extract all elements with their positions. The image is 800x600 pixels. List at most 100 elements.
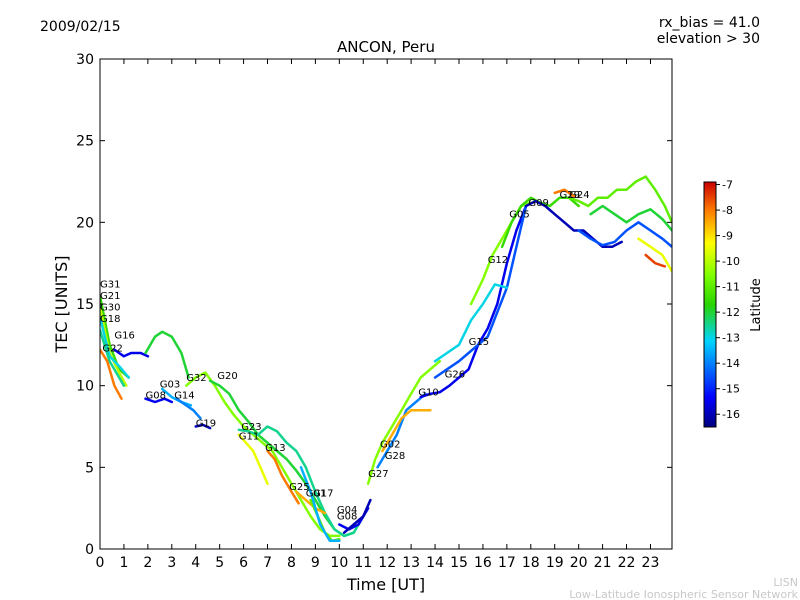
satellite-label-g09: G09 bbox=[528, 198, 548, 209]
colorbar-tick-label: -9 bbox=[722, 230, 733, 243]
satellite-label-g11: G11 bbox=[239, 432, 259, 443]
footer-lisn: LISN bbox=[773, 576, 798, 589]
y-tick-label: 15 bbox=[76, 297, 94, 313]
series-line-g26 bbox=[433, 204, 528, 379]
y-tick-label: 10 bbox=[76, 379, 94, 395]
colorbar-tick-label: -13 bbox=[722, 332, 740, 345]
x-tick-label: 3 bbox=[167, 555, 176, 571]
series-line-g09 bbox=[524, 199, 623, 249]
satellite-label-g20: G20 bbox=[217, 371, 237, 382]
x-tick-label: 1 bbox=[119, 555, 128, 571]
series-line-g16 bbox=[113, 348, 150, 358]
x-tick-label: 19 bbox=[546, 555, 564, 571]
series-line-g02 bbox=[381, 408, 432, 453]
footer-network: Low-Latitude Ionospheric Sensor Network bbox=[569, 588, 798, 600]
x-tick-label: 2 bbox=[143, 555, 152, 571]
series-line-g23 bbox=[237, 425, 365, 538]
y-tick-label: 25 bbox=[76, 134, 94, 150]
satellite-label-g02: G02 bbox=[380, 440, 400, 451]
x-tick-label: 4 bbox=[191, 555, 200, 571]
series-line-g22b bbox=[144, 330, 190, 379]
x-tick-label: 10 bbox=[330, 555, 348, 571]
series-line-g24c bbox=[577, 221, 672, 249]
y-tick-label: 5 bbox=[85, 460, 94, 476]
x-tick-label: 23 bbox=[642, 555, 660, 571]
satellite-label-g24: G24 bbox=[569, 190, 589, 201]
satellite-label-g28: G28 bbox=[385, 451, 405, 462]
series-line-g13 bbox=[266, 449, 300, 505]
series-line-g24 bbox=[553, 188, 576, 198]
x-tick-label: 13 bbox=[402, 555, 420, 571]
satellite-label-g19: G19 bbox=[196, 419, 216, 430]
x-tick-label: 0 bbox=[96, 555, 105, 571]
x-tick-label: 16 bbox=[474, 555, 492, 571]
colorbar-tick-label: -10 bbox=[722, 255, 740, 268]
satellite-label-g10: G10 bbox=[418, 388, 438, 399]
satellite-label-g15: G15 bbox=[469, 337, 489, 348]
satellite-label-g04: G04 bbox=[337, 505, 357, 516]
rx-bias-label: rx_bias = 41.0 bbox=[659, 15, 760, 31]
colorbar-tick-label: -7 bbox=[722, 179, 733, 192]
colorbar-tick-label: -11 bbox=[722, 281, 740, 294]
x-tick-label: 21 bbox=[594, 555, 612, 571]
satellite-label-g22: G22 bbox=[102, 343, 122, 354]
satellite-label-g08: G08 bbox=[337, 512, 357, 523]
y-tick-label: 30 bbox=[76, 52, 94, 68]
satellite-label-g03: G03 bbox=[160, 379, 180, 390]
y-tick-label: 20 bbox=[76, 215, 94, 231]
colorbar-tick-label: -16 bbox=[722, 408, 740, 421]
satellite-label-g30: G30 bbox=[100, 303, 120, 314]
series-line-g28 bbox=[376, 392, 427, 469]
x-tick-label: 11 bbox=[354, 555, 372, 571]
series-line-g17 bbox=[299, 466, 341, 543]
satellite-label-g25: G25 bbox=[289, 482, 309, 493]
colorbar-tick-label: -15 bbox=[722, 383, 740, 396]
series-line-g30 bbox=[100, 315, 130, 379]
x-axis-ticks: 0 1 2 3 4 5 6 7 8 9 10 11 12 13 14 15 16 17 18 19 20 21 22 23 bbox=[96, 59, 660, 571]
series-layer bbox=[100, 175, 672, 543]
chart-title: ANCON, Peru bbox=[337, 38, 435, 56]
colorbar-tick-label: -12 bbox=[722, 306, 740, 319]
x-axis-label: Time [UT] bbox=[346, 575, 425, 594]
x-tick-label: 7 bbox=[263, 555, 272, 571]
series-line-g20 bbox=[208, 379, 355, 538]
x-tick-label: 22 bbox=[618, 555, 636, 571]
satellite-label-g27: G27 bbox=[368, 469, 388, 480]
y-axis-ticks: 0 5 10 15 20 25 30 bbox=[76, 52, 672, 558]
series-line-g19 bbox=[194, 423, 212, 430]
x-tick-label: 8 bbox=[287, 555, 296, 571]
series-line-g14 bbox=[175, 397, 202, 420]
satellite-label-g31: G31 bbox=[100, 280, 120, 291]
series-line-g27 bbox=[366, 359, 442, 485]
satellite-label-g21: G21 bbox=[100, 291, 120, 302]
colorbar-label: Latitude bbox=[749, 278, 764, 332]
x-tick-label: 5 bbox=[215, 555, 224, 571]
colorbar bbox=[703, 181, 717, 428]
colorbar-tick-label: -8 bbox=[722, 204, 733, 217]
satellite-label-g01: G01 bbox=[306, 489, 326, 500]
satellite-label-g26: G26 bbox=[445, 370, 465, 381]
series-line-g25 bbox=[295, 490, 327, 515]
series-line-g15 bbox=[433, 283, 509, 363]
series-line-g24e bbox=[644, 253, 667, 268]
x-tick-label: 15 bbox=[450, 555, 468, 571]
satellite-label-g16: G16 bbox=[114, 330, 134, 341]
series-line-g08b bbox=[342, 498, 372, 534]
x-tick-label: 14 bbox=[426, 555, 444, 571]
satellite-label-g17: G17 bbox=[313, 489, 333, 500]
satellite-label-g29: G29 bbox=[560, 190, 580, 201]
satellite-label-g18: G18 bbox=[100, 314, 120, 325]
x-tick-label: 6 bbox=[239, 555, 248, 571]
satellite-label-g23: G23 bbox=[241, 422, 261, 433]
series-line-g29 bbox=[567, 175, 672, 224]
series-line-g24b bbox=[589, 204, 672, 232]
satellite-label-g13: G13 bbox=[265, 443, 285, 454]
x-tick-label: 17 bbox=[498, 555, 516, 571]
date-label: 2009/02/15 bbox=[40, 19, 121, 35]
y-axis-label: TEC [UNITS] bbox=[52, 256, 71, 354]
satellite-label-g32: G32 bbox=[186, 373, 206, 384]
colorbar-tick-label: -14 bbox=[722, 357, 740, 370]
satellite-label-g12: G12 bbox=[488, 255, 508, 266]
